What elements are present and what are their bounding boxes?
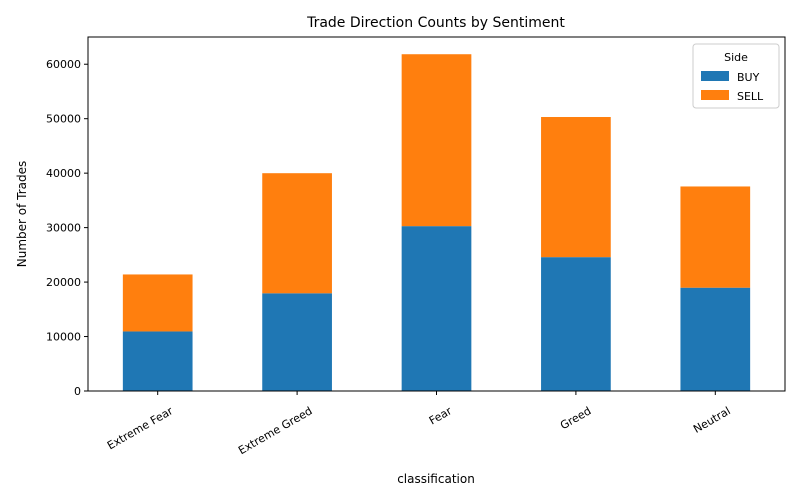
bar-sell-fear [401,54,472,227]
y-axis-label: Number of Trades [15,161,29,268]
bar-sell-extreme-greed [262,173,332,294]
x-tick-label: Extreme Greed [236,404,314,457]
bar-buy-greed [541,257,611,391]
bar-buy-extreme-fear [122,331,193,391]
x-tick-label: Greed [558,404,593,432]
legend-title: Side [724,51,748,64]
y-axis: 0 10000 20000 30000 40000 50000 60000 [46,58,88,398]
bars-group [122,54,751,391]
plot-frame [87,36,786,392]
y-tick-label: 10000 [46,331,81,344]
x-axis-label: classification [397,472,475,486]
legend-label-sell: SELL [737,90,764,103]
bar-buy-extreme-greed [262,293,332,391]
x-axis: Extreme Fear Extreme Greed Fear Greed Neutra… [105,391,733,457]
y-tick-label: 60000 [46,58,81,71]
bar-buy-fear [401,226,472,391]
chart-title: Trade Direction Counts by Sentiment [306,15,565,31]
y-tick-label: 30000 [46,222,81,235]
y-tick-label: 0 [74,385,81,398]
y-tick-label: 50000 [46,113,81,126]
x-tick-label: Extreme Fear [105,404,176,452]
legend-label-buy: BUY [737,71,760,84]
x-tick-label: Fear [427,404,454,427]
bar-sell-extreme-fear [122,274,193,332]
y-tick-label: 20000 [46,276,81,289]
bar-sell-greed [541,117,611,258]
bar-buy-neutral [680,287,751,391]
legend: Side BUY SELL [692,43,780,109]
x-tick-label: Neutral [691,404,733,436]
legend-swatch-buy [701,71,729,81]
bar-sell-neutral [680,186,751,288]
y-tick-label: 40000 [46,167,81,180]
legend-swatch-sell [701,90,729,100]
